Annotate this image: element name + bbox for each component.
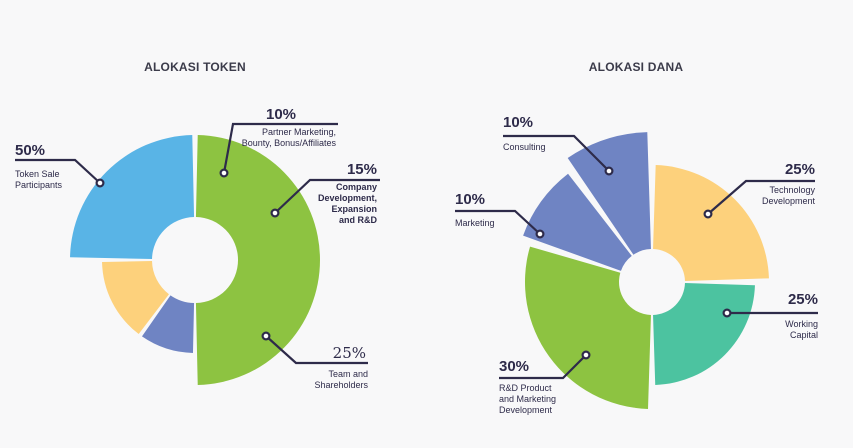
token-slice-label-2: Bounty, Bonus/Affiliates — [242, 138, 337, 148]
dana-slice-3 — [524, 246, 651, 409]
token-slice-label-1: Participants — [15, 180, 63, 190]
dana-slice-label-4: Marketing — [455, 218, 495, 228]
token-slice-2 — [141, 295, 195, 353]
token-slice-label-3: Expansion — [331, 204, 377, 214]
dana-slice-label-3: and Marketing — [499, 394, 556, 404]
token-leader-dot-1 — [95, 178, 105, 188]
token-leader-dot-3 — [270, 208, 280, 218]
dana-slice-5 — [567, 132, 651, 255]
dana-leader-dot-1 — [703, 209, 713, 219]
dana-leader-dot-3 — [581, 350, 591, 360]
token-leader-dot-2 — [219, 168, 229, 178]
dana-chart: ALOKASI DANA25%TechnologyDevelopment25%W… — [455, 60, 818, 415]
token-leader-dot-4 — [261, 331, 271, 341]
dana-percent-label-3: 30% — [499, 358, 529, 375]
dana-slice-label-5: Consulting — [503, 142, 546, 152]
dana-slice-label-3: R&D Product — [499, 383, 552, 393]
dana-leader-line-3 — [499, 354, 587, 380]
token-leader-line-3 — [274, 178, 380, 214]
dana-percent-label-1: 25% — [785, 161, 815, 178]
dana-leader-line-4 — [455, 209, 541, 235]
dana-leader-dot-2 — [722, 308, 732, 318]
dana-slice-label-1: Development — [762, 196, 816, 206]
token-percent-label-4: 25% — [333, 344, 366, 362]
dana-leader-dot-5 — [604, 166, 614, 176]
token-leader-line-1 — [15, 158, 101, 184]
dana-slice-label-2: Working — [785, 319, 818, 329]
token-slice-label-2: Partner Marketing, — [262, 127, 336, 137]
dana-slice-label-3: Development — [499, 405, 553, 415]
token-slice-1 — [195, 135, 320, 385]
token-slice-label-4: Shareholders — [314, 380, 368, 390]
dana-leader-line-1 — [707, 179, 815, 215]
token-slice-label-3: Development, — [318, 193, 377, 203]
token-chart-title: ALOKASI TOKEN — [144, 60, 246, 74]
token-slice-label-1: Token Sale — [15, 169, 60, 179]
dana-slice-4 — [523, 173, 632, 271]
token-slice-4 — [70, 135, 195, 260]
dana-chart-title: ALOKASI DANA — [589, 60, 684, 74]
token-percent-label-2: 10% — [266, 106, 296, 123]
dana-slice-2 — [653, 283, 755, 385]
token-slice-label-3: and R&D — [339, 215, 378, 225]
token-percent-label-3: 15% — [347, 161, 377, 178]
dana-slice-1 — [653, 165, 769, 281]
dana-slice-label-2: Capital — [790, 330, 818, 340]
dana-leader-line-5 — [503, 134, 610, 172]
token-leader-line-2 — [222, 122, 338, 174]
dana-slice-label-1: Technology — [769, 185, 815, 195]
dana-leader-dot-4 — [535, 229, 545, 239]
dana-percent-label-2: 25% — [788, 291, 818, 308]
dana-percent-label-5: 10% — [503, 114, 533, 131]
token-leader-line-4 — [265, 335, 368, 365]
dana-percent-label-4: 10% — [455, 191, 485, 208]
token-slice-label-3: Company — [336, 182, 377, 192]
token-slice-label-4: Team and — [328, 369, 368, 379]
token-percent-label-1: 50% — [15, 142, 45, 159]
token-slice-3 — [102, 260, 169, 335]
